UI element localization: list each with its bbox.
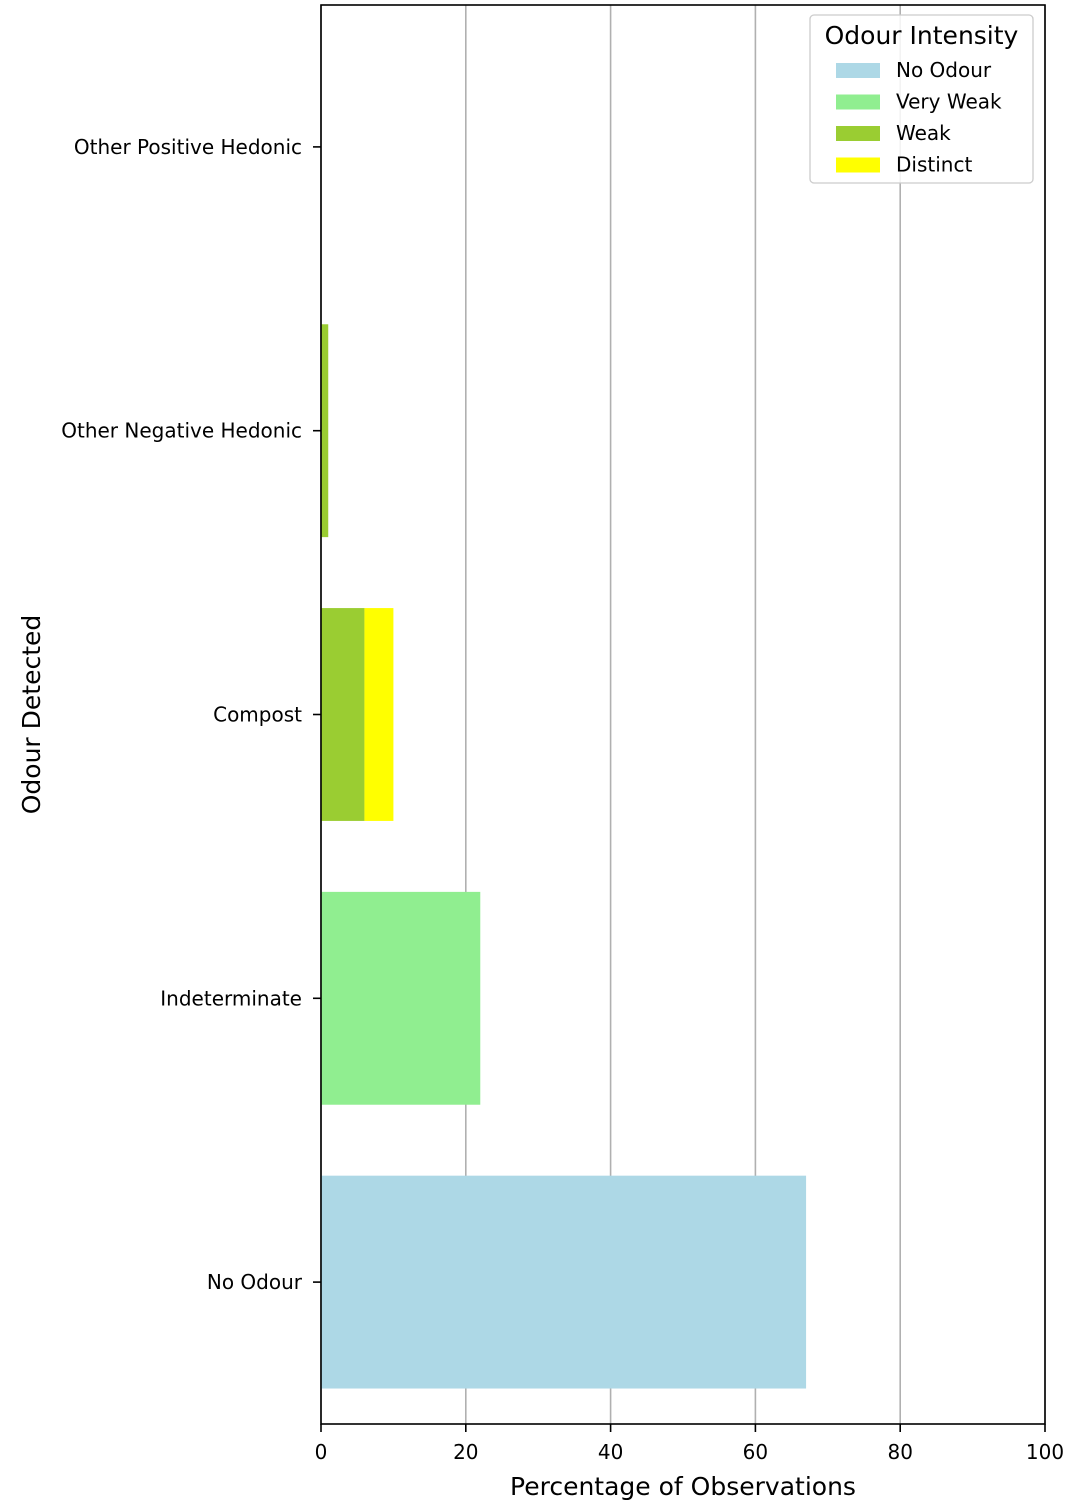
x-tick-label: 60 (743, 1440, 768, 1464)
x-tick-label: 0 (315, 1440, 328, 1464)
legend-swatch (836, 94, 880, 110)
bar (321, 891, 481, 1105)
legend-title: Odour Intensity (825, 21, 1019, 50)
legend-swatch (836, 157, 880, 173)
legend-swatch (836, 126, 880, 141)
y-tick-label: Other Negative Hedonic (61, 419, 302, 443)
x-tick-label: 80 (887, 1440, 912, 1464)
x-tick-label: 20 (453, 1440, 478, 1464)
x-axis-label: Percentage of Observations (510, 1472, 856, 1501)
legend-label: No Odour (896, 58, 992, 82)
y-tick-label: Indeterminate (160, 986, 302, 1010)
y-tick-label: Other Positive Hedonic (74, 135, 302, 159)
bar (321, 608, 365, 821)
bars (321, 324, 807, 1389)
legend: Odour Intensity No Odour Very Weak Weak Dis… (809, 14, 1034, 184)
x-tick-label: 40 (598, 1440, 623, 1464)
y-tick-label: Compost (213, 703, 302, 727)
bar (321, 324, 329, 538)
legend-label: Distinct (896, 153, 972, 177)
x-tick-label: 100 (1026, 1440, 1064, 1464)
y-tick-label: No Odour (207, 1270, 303, 1294)
legend-label: Very Weak (896, 90, 1002, 114)
legend-items: No Odour Very Weak Weak Distinct (836, 58, 1002, 177)
x-axis: 0 20 40 60 80 100 (315, 1424, 1064, 1464)
bar (321, 1175, 807, 1389)
y-axis-label: Odour Detected (17, 615, 46, 815)
legend-swatch (836, 63, 880, 78)
y-axis: No Odour Indeterminate Compost Other Negati… (61, 135, 321, 1294)
bar (364, 608, 394, 821)
legend-label: Weak (896, 121, 951, 145)
